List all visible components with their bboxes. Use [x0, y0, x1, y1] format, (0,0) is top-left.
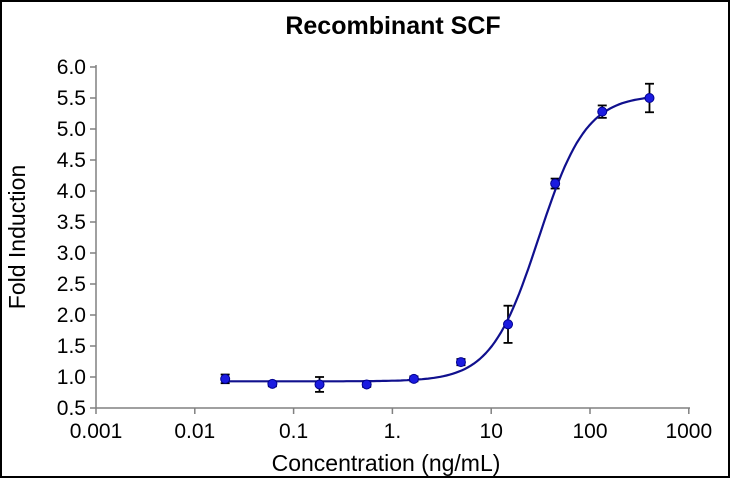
- x-tick-label: 0.001: [70, 420, 123, 443]
- y-tick-label: 4.0: [57, 180, 86, 203]
- y-tick-label: 4.5: [57, 149, 86, 172]
- x-tick-label: 0.1: [279, 420, 308, 443]
- data-point: [314, 379, 325, 390]
- data-point: [503, 319, 514, 330]
- x-tick-label: 1000: [665, 420, 712, 443]
- y-tick-label: 1.5: [57, 335, 86, 358]
- y-tick-label: 0.5: [57, 397, 86, 420]
- data-point: [220, 373, 231, 384]
- y-tick-label: 3.0: [57, 242, 86, 265]
- y-tick-label: 1.0: [57, 366, 86, 389]
- data-point: [550, 178, 561, 189]
- y-axis-label: Fold Induction: [4, 165, 30, 309]
- x-tick-label: 1.: [384, 420, 402, 443]
- fit-curve: [225, 96, 650, 383]
- y-tick-label: 5.0: [57, 118, 86, 141]
- y-tick-label: 6.0: [57, 56, 86, 79]
- y-tick-label: 5.5: [57, 87, 86, 110]
- data-point: [361, 379, 372, 390]
- x-tick-label: 10: [480, 420, 503, 443]
- x-axis-label: Concentration (ng/mL): [272, 450, 501, 476]
- chart-title: Recombinant SCF: [285, 12, 500, 40]
- y-tick-label: 2.5: [57, 273, 86, 296]
- data-point: [267, 378, 278, 389]
- data-point: [644, 93, 655, 103]
- data-point: [597, 106, 608, 117]
- x-tick-label: 100: [572, 420, 607, 443]
- y-tick-label: 2.0: [57, 304, 86, 327]
- data-point: [455, 357, 466, 368]
- y-tick-label: 3.5: [57, 211, 86, 234]
- x-tick-label: 0.01: [174, 420, 215, 443]
- data-point: [408, 373, 419, 384]
- axes: 0.001 0.01 0.1 1. 10 100 1000 0.5 1.0 1.5 2.0 2.5 3.…: [57, 56, 712, 443]
- plot-area: [220, 82, 655, 393]
